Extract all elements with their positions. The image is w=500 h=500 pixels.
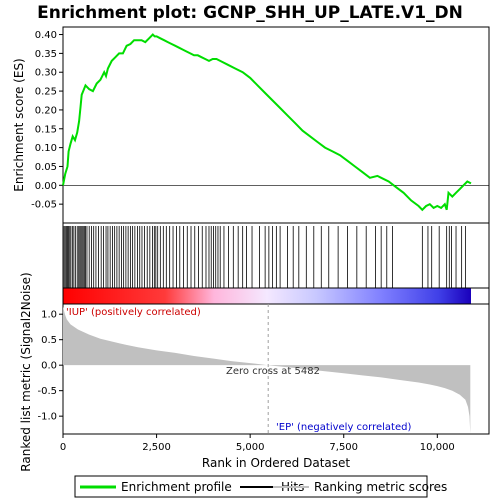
metric-tick-label: -0.5 <box>37 386 57 397</box>
metric-y-axis-label: Ranked list metric (Signal2Noise) <box>19 272 33 471</box>
metric-tick-label: 1.0 <box>41 310 57 321</box>
legend-label-enrichment: Enrichment profile <box>121 480 232 494</box>
es-tick-label: 0.25 <box>35 87 57 98</box>
es-y-axis: -0.05 0.00 0.05 0.10 0.15 0.20 0.25 0.30 0.35 0.4… <box>31 30 63 211</box>
legend: Enrichment profile Hits Ranking metric s… <box>74 475 447 498</box>
hits-marks <box>63 226 466 288</box>
es-tick-label: 0.15 <box>35 124 57 135</box>
es-tick-label: 0.10 <box>35 143 57 154</box>
es-tick-label: 0.40 <box>35 30 57 41</box>
metric-y-axis: -1.0 -0.5 0.0 0.5 1.0 <box>37 310 63 423</box>
es-tick-label: 0.00 <box>35 181 57 192</box>
enrichment-profile-line <box>62 33 472 212</box>
zero-cross-label: Zero cross at 5482 <box>226 366 320 377</box>
es-y-axis-label: Enrichment score (ES) <box>12 58 26 191</box>
legend-label-ranking: Ranking metric scores <box>314 480 447 494</box>
metric-tick-label: -1.0 <box>37 412 57 423</box>
es-tick-label: 0.20 <box>35 105 57 116</box>
ranking-metric-area <box>63 306 471 434</box>
metric-tick-label: 0.5 <box>41 335 57 346</box>
es-panel-frame <box>62 26 490 224</box>
x-tick-label: 0 <box>60 442 66 453</box>
x-tick-label: 7,500 <box>329 442 358 453</box>
x-tick-label: 10,000 <box>420 442 455 453</box>
es-tick-label: 0.30 <box>35 68 57 79</box>
positive-correlation-label: 'IUP' (positively correlated) <box>66 307 201 318</box>
x-tick-label: 5,000 <box>236 442 265 453</box>
x-axis-label: Rank in Ordered Dataset <box>202 456 350 470</box>
x-axis: 0 2,500 5,000 7,500 10,000 <box>60 434 455 453</box>
x-tick-label: 2,500 <box>142 442 171 453</box>
negative-correlation-label: 'EP' (negatively correlated) <box>276 422 411 433</box>
es-tick-label: 0.35 <box>35 49 57 60</box>
rank-colorbar <box>63 288 471 304</box>
es-tick-label: 0.05 <box>35 162 57 173</box>
chart-title: Enrichment plot: GCNP_SHH_UP_LATE.V1_DN <box>37 3 463 23</box>
es-tick-label: -0.05 <box>31 200 57 211</box>
metric-tick-label: 0.0 <box>41 361 57 372</box>
